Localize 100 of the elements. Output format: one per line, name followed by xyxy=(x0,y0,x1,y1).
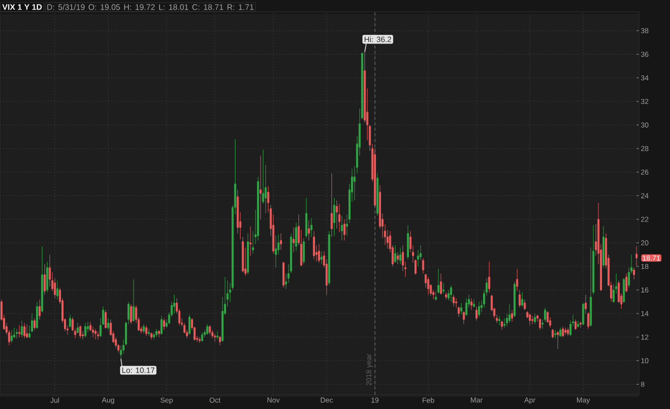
candlestick xyxy=(46,261,48,293)
candlestick xyxy=(516,268,518,292)
candlestick xyxy=(198,336,201,344)
candlestick xyxy=(625,273,628,293)
candlestick xyxy=(13,327,16,339)
candlestick xyxy=(188,314,190,336)
candlestick xyxy=(18,325,20,338)
candlestick xyxy=(472,299,475,308)
candlestick xyxy=(500,320,503,330)
candlestick xyxy=(566,327,569,336)
candlestick xyxy=(556,330,559,350)
candlestick xyxy=(97,330,100,340)
candlestick xyxy=(340,215,343,241)
candlestick xyxy=(132,279,135,322)
candlestick xyxy=(399,247,402,264)
candlestick xyxy=(34,318,36,330)
candlestick xyxy=(84,322,86,338)
candlestick xyxy=(312,230,315,260)
candlestick xyxy=(274,236,277,268)
candlestick xyxy=(394,244,396,264)
candlestick xyxy=(242,236,244,273)
candlestick xyxy=(38,299,41,320)
candlestick xyxy=(422,258,424,274)
candlestick xyxy=(292,227,295,253)
candlestick xyxy=(148,328,150,336)
candlestick xyxy=(56,280,58,300)
candlestick xyxy=(310,218,312,238)
candlestick xyxy=(538,318,542,330)
candlestick xyxy=(440,273,442,295)
candlestick xyxy=(152,332,155,340)
candlestick xyxy=(48,254,51,287)
candlestick xyxy=(155,328,158,338)
candlestick xyxy=(158,330,160,338)
candlestick xyxy=(44,264,46,295)
candlestick xyxy=(211,330,214,339)
candlestick xyxy=(531,316,534,324)
candlestick xyxy=(574,319,577,330)
candlestick xyxy=(246,233,249,275)
candlestick xyxy=(455,298,458,308)
candlestick xyxy=(107,318,110,330)
candlestick xyxy=(20,320,23,338)
candlestick xyxy=(518,290,521,308)
candlestick xyxy=(462,310,465,324)
candlestick xyxy=(546,310,549,324)
candlestick xyxy=(280,233,282,250)
candlestick xyxy=(328,230,330,286)
candlestick xyxy=(257,176,260,241)
candlestick xyxy=(173,294,176,314)
candlestick xyxy=(458,306,460,318)
candlestick xyxy=(488,261,490,293)
candlestick xyxy=(554,330,556,339)
candlestick xyxy=(534,313,536,324)
candlestick xyxy=(396,252,399,264)
candlestick xyxy=(521,292,524,307)
chart-title: VIX 1 Y 1D xyxy=(2,4,42,10)
candlestick xyxy=(92,326,94,338)
candlestick xyxy=(214,333,216,342)
candlestick xyxy=(69,314,72,328)
candlestick xyxy=(478,302,480,318)
candlestick xyxy=(552,328,554,339)
candlestick xyxy=(562,326,564,338)
candlestick xyxy=(577,320,580,328)
candlestick xyxy=(308,220,310,241)
candlestick xyxy=(142,324,145,334)
candlestick xyxy=(216,330,218,340)
candlestick xyxy=(343,219,346,241)
candlestick xyxy=(295,222,298,252)
candlestick xyxy=(448,290,450,301)
candlestick xyxy=(622,278,625,304)
candlestick xyxy=(320,250,323,264)
candlestick xyxy=(36,302,38,330)
candlestick xyxy=(460,302,462,315)
candlestick xyxy=(318,244,320,264)
candlestick xyxy=(602,226,605,268)
candlestick xyxy=(305,198,308,238)
candlestick xyxy=(508,304,511,324)
candlestick xyxy=(208,325,211,336)
candlestick xyxy=(336,200,338,229)
candlestick xyxy=(10,330,13,344)
candlestick xyxy=(206,324,208,336)
candlestick xyxy=(163,318,166,330)
candlestick xyxy=(330,173,333,238)
candlestick xyxy=(130,304,132,324)
candlestick xyxy=(452,294,455,307)
candlestick xyxy=(498,316,500,326)
candlestick xyxy=(218,336,221,346)
candlestick xyxy=(76,322,79,334)
candlestick xyxy=(249,226,252,256)
candlestick xyxy=(580,322,582,328)
candlestick xyxy=(442,282,444,294)
candlestick xyxy=(94,328,97,340)
candlestick xyxy=(282,261,284,288)
candlestick xyxy=(636,246,638,267)
candlestick xyxy=(465,298,468,316)
candlestick xyxy=(582,302,584,326)
candlestick xyxy=(511,310,514,322)
candlestick xyxy=(470,298,472,310)
candlestick xyxy=(26,324,28,339)
candlestick xyxy=(528,313,531,326)
candlestick xyxy=(450,285,452,302)
